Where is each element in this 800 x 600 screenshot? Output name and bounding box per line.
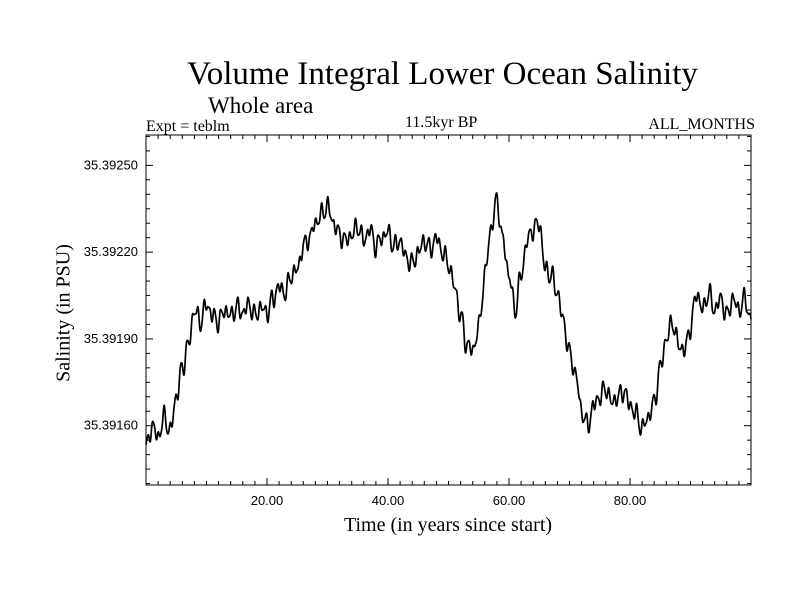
x-axis-label: Time (in years since start) <box>343 514 553 536</box>
x-tick-label: 40.00 <box>372 493 405 508</box>
series-line-salinity <box>145 192 752 445</box>
series-group <box>145 192 752 445</box>
y-tick-label: 35.39250 <box>84 157 138 172</box>
chart-title: Volume Integral Lower Ocean Salinity <box>187 56 698 92</box>
plot-frame <box>145 134 752 486</box>
experiment-annotation: Expt = teblm <box>146 118 230 135</box>
y-tick-label: 35.39190 <box>84 331 138 346</box>
y-tick-label: 35.39220 <box>84 244 138 259</box>
x-tick-label: 80.00 <box>614 493 647 508</box>
x-tick-label: 60.00 <box>493 493 526 508</box>
chart-subtitle: Whole area <box>208 93 314 118</box>
axis-ticks <box>146 135 751 485</box>
period-annotation: 11.5kyr BP <box>405 114 478 131</box>
y-tick-label: 35.39160 <box>84 418 138 433</box>
x-tick-label: 20.00 <box>251 493 284 508</box>
axis-tick-labels: 20.00 40.00 60.00 80.00 35.39160 35.39190 35.3… <box>84 157 647 508</box>
months-annotation: ALL_MONTHS <box>648 116 755 133</box>
